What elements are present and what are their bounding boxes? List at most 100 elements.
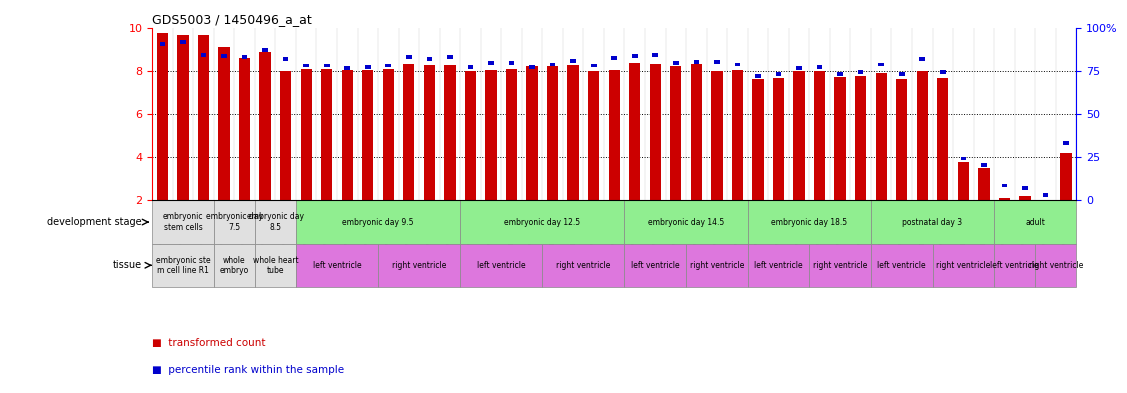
Bar — [460, 200, 624, 244]
Bar — [1002, 184, 1008, 187]
Bar — [157, 33, 168, 200]
Bar — [588, 71, 600, 200]
Bar — [671, 66, 682, 200]
Bar — [858, 70, 863, 74]
Bar — [693, 61, 699, 64]
Bar — [506, 68, 517, 200]
Bar — [530, 65, 535, 68]
Bar — [1063, 141, 1068, 145]
Bar — [214, 244, 255, 287]
Bar — [177, 35, 188, 200]
Text: right ventricle: right ventricle — [937, 261, 991, 270]
Bar — [1042, 193, 1048, 197]
Bar — [871, 244, 932, 287]
Bar — [488, 61, 494, 65]
Bar — [570, 59, 576, 63]
Bar — [296, 200, 460, 244]
Bar — [735, 62, 740, 66]
Bar — [747, 244, 809, 287]
Text: GDS5003 / 1450496_a_at: GDS5003 / 1450496_a_at — [152, 13, 312, 26]
Text: embryonic day
7.5: embryonic day 7.5 — [206, 212, 263, 232]
Bar — [403, 64, 415, 200]
Bar — [239, 58, 250, 200]
Bar — [958, 162, 969, 200]
Bar — [259, 52, 270, 200]
Bar — [999, 198, 1010, 200]
Bar — [938, 78, 949, 200]
Bar — [201, 53, 206, 57]
Bar — [241, 55, 248, 59]
Bar — [940, 70, 946, 74]
Text: ■  percentile rank within the sample: ■ percentile rank within the sample — [152, 365, 344, 375]
Bar — [855, 76, 867, 200]
Text: postnatal day 3: postnatal day 3 — [903, 218, 962, 226]
Bar — [464, 71, 476, 200]
Bar — [753, 79, 764, 200]
Bar — [303, 64, 309, 68]
Bar — [542, 244, 624, 287]
Bar — [1019, 196, 1030, 200]
Bar — [550, 62, 556, 66]
Bar — [508, 61, 514, 65]
Bar — [611, 56, 618, 60]
Bar — [876, 73, 887, 200]
Bar — [152, 244, 214, 287]
Bar — [383, 68, 394, 200]
Text: whole heart
tube: whole heart tube — [252, 255, 299, 275]
Bar — [198, 35, 210, 200]
Bar — [486, 70, 497, 200]
Bar — [773, 78, 784, 200]
Bar — [920, 57, 925, 61]
Text: adult: adult — [1026, 218, 1045, 226]
Bar — [547, 66, 558, 200]
Bar — [747, 200, 871, 244]
Bar — [994, 244, 1036, 287]
Bar — [568, 65, 579, 200]
Bar — [591, 64, 596, 68]
Bar — [711, 71, 722, 200]
Text: left ventricle: left ventricle — [878, 261, 926, 270]
Bar — [796, 66, 802, 70]
Bar — [152, 200, 214, 244]
Bar — [460, 244, 542, 287]
Text: right ventricle: right ventricle — [392, 261, 446, 270]
Text: development stage: development stage — [47, 217, 142, 227]
Bar — [632, 54, 638, 58]
Bar — [624, 200, 747, 244]
Bar — [691, 64, 702, 200]
Bar — [980, 163, 987, 167]
Bar — [221, 54, 227, 58]
Text: embryonic day 14.5: embryonic day 14.5 — [648, 218, 725, 226]
Text: tissue: tissue — [113, 260, 142, 270]
Bar — [673, 61, 678, 65]
Bar — [255, 244, 296, 287]
Bar — [263, 48, 268, 52]
Bar — [323, 64, 329, 68]
Text: left ventricle: left ventricle — [477, 261, 525, 270]
Bar — [994, 200, 1076, 244]
Text: embryonic ste
m cell line R1: embryonic ste m cell line R1 — [156, 255, 211, 275]
Bar — [447, 55, 453, 59]
Bar — [526, 66, 538, 200]
Bar — [219, 47, 230, 200]
Text: left ventricle: left ventricle — [631, 261, 680, 270]
Bar — [809, 244, 871, 287]
Bar — [715, 61, 720, 64]
Text: embryonic day
8.5: embryonic day 8.5 — [247, 212, 304, 232]
Bar — [301, 68, 312, 200]
Bar — [1022, 186, 1028, 189]
Bar — [180, 40, 186, 44]
Bar — [296, 244, 378, 287]
Bar — [365, 65, 371, 68]
Bar — [837, 72, 843, 76]
Bar — [686, 244, 747, 287]
Bar — [341, 70, 353, 200]
Bar — [283, 57, 289, 61]
Bar — [160, 42, 166, 46]
Bar — [424, 65, 435, 200]
Bar — [468, 65, 473, 68]
Bar — [793, 71, 805, 200]
Text: left ventricle: left ventricle — [754, 261, 802, 270]
Bar — [1036, 244, 1076, 287]
Bar — [896, 79, 907, 200]
